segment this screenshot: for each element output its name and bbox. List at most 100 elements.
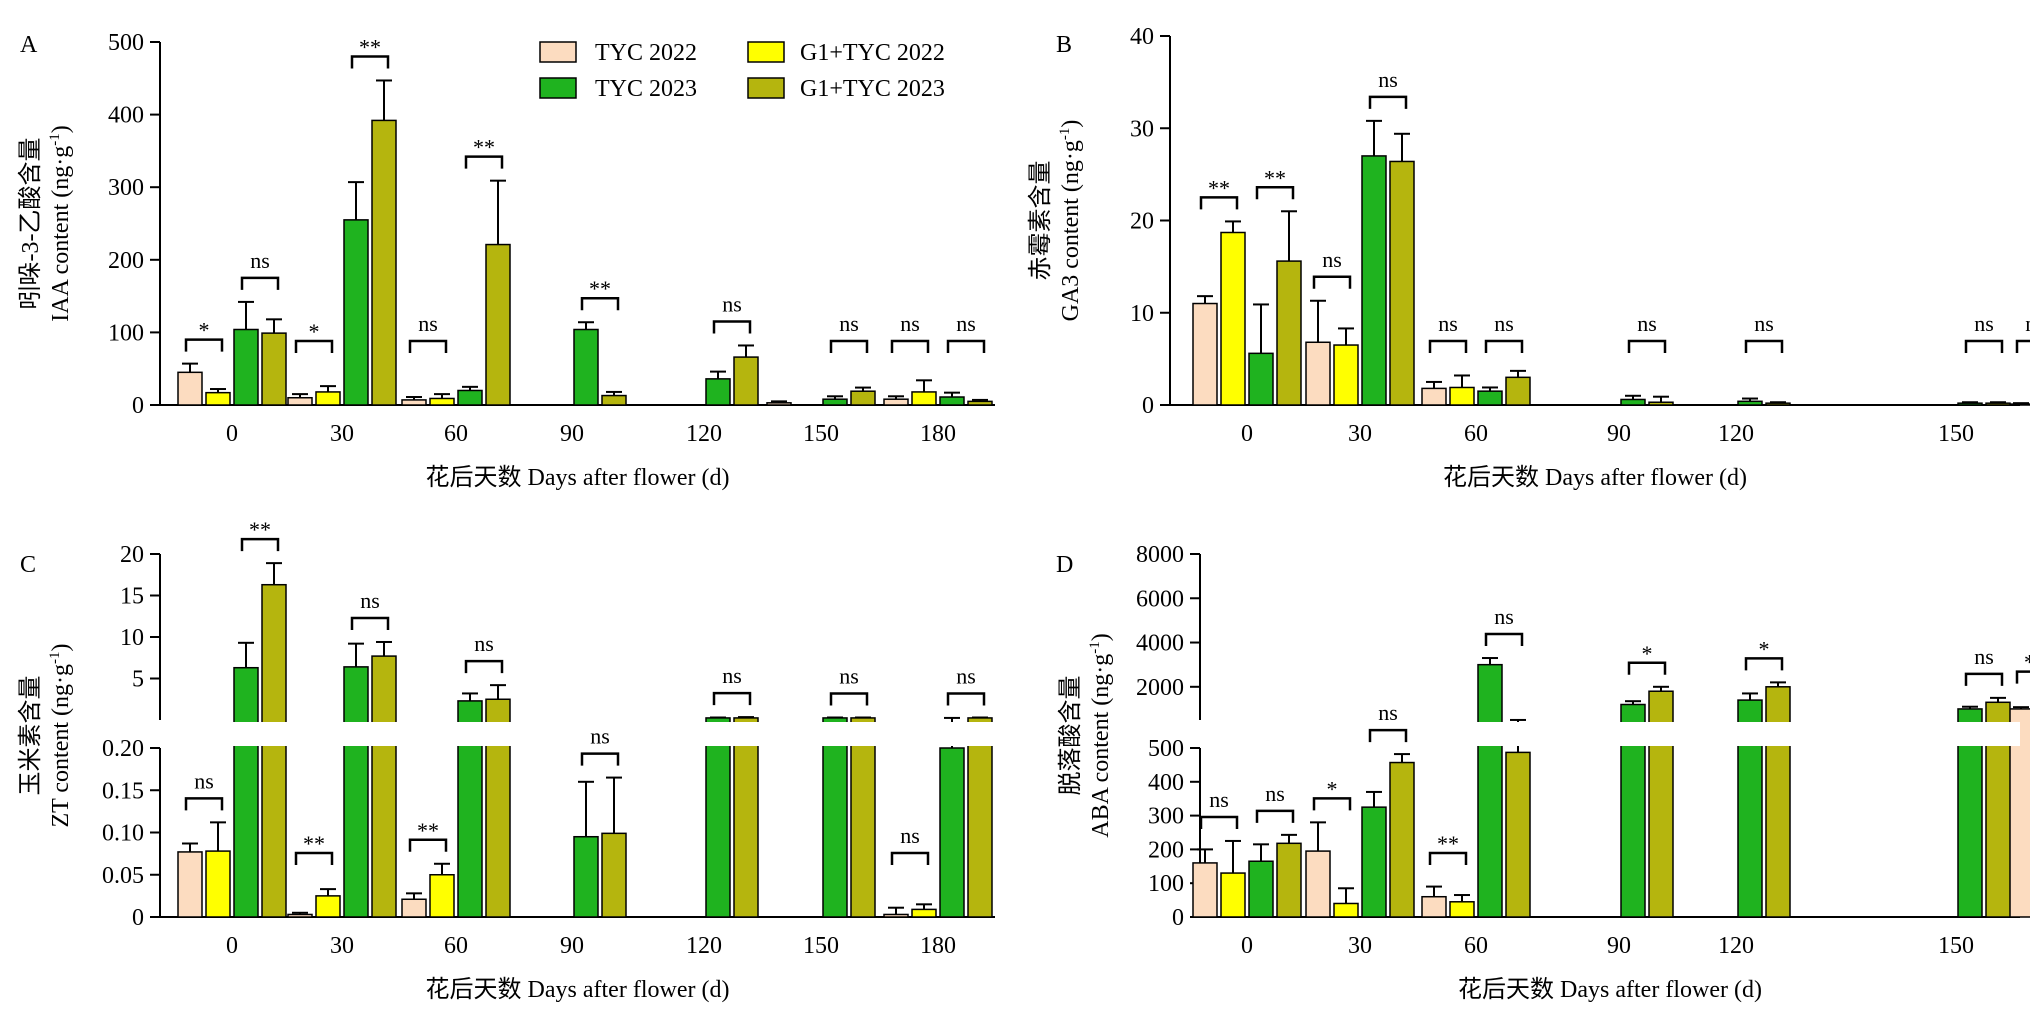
y-tick-label: 8000 (1136, 542, 1184, 568)
y-tick-label: 0 (1172, 905, 1184, 931)
x-tick-label: 120 (1718, 421, 1754, 447)
y-tick-label: 20 (1130, 209, 1154, 235)
significance-label: ns (2025, 311, 2030, 336)
bar (1648, 401, 1674, 406)
y-tick-label: 40 (1130, 24, 1154, 50)
bar (1220, 872, 1246, 918)
y-axis-title-cn: 脱落酸含量 (1057, 676, 1084, 796)
bar (287, 396, 313, 406)
bar (1361, 155, 1387, 406)
significance-label: ns (1494, 311, 1514, 336)
y-axis-title-en-main: ABA content (ng·g (1088, 654, 1114, 838)
legend-label: TYC 2023 (595, 76, 697, 102)
y-axis-title-en-main: IAA content (ng·g (48, 146, 74, 322)
y-axis-title-en-close: ) (1088, 633, 1114, 641)
bar (1449, 386, 1475, 406)
bar (343, 666, 369, 918)
x-tick-label: 120 (686, 933, 722, 959)
y-axis-title-en-sup: -1 (1087, 641, 1103, 654)
y-axis-title-en-close: ) (1058, 120, 1084, 128)
significance-label: * (1327, 776, 1338, 801)
x-tick-label: 30 (330, 421, 354, 447)
significance-label: ns (250, 248, 270, 273)
y-axis-title-en-close: ) (48, 125, 74, 133)
significance-bracket (184, 797, 224, 811)
significance-label: ns (474, 631, 494, 656)
x-tick-label: 30 (1348, 421, 1372, 447)
y-tick-label: 2000 (1136, 675, 1184, 701)
y-tick-label: 500 (108, 30, 144, 56)
significance-label: ns (956, 311, 976, 336)
x-tick-label: 150 (803, 421, 839, 447)
x-tick-label: 0 (226, 933, 238, 959)
significance-label: ** (417, 818, 439, 843)
bar (205, 391, 231, 406)
x-tick-label: 60 (444, 933, 468, 959)
significance-label: ns (418, 311, 438, 336)
y-tick-label: 4000 (1136, 631, 1184, 657)
y-tick-label: 10 (120, 625, 144, 651)
significance-bracket (294, 339, 334, 353)
significance-label: * (1642, 641, 1653, 666)
significance-bracket (1627, 661, 1667, 675)
x-tick-label: 30 (1348, 933, 1372, 959)
x-tick-label: 180 (920, 421, 956, 447)
significance-bracket (2015, 339, 2030, 353)
y-axis-title-en-sup: -1 (47, 651, 63, 664)
bar (233, 666, 259, 918)
significance-label: ns (839, 664, 859, 689)
significance-bracket (580, 296, 620, 311)
significance-bracket (1428, 851, 1468, 865)
bar (573, 835, 599, 918)
bar (705, 717, 731, 918)
legend-swatch (539, 41, 577, 63)
bar (1737, 400, 1763, 406)
significance-bracket (408, 339, 448, 353)
x-tick-label: 90 (560, 421, 584, 447)
significance-label: ** (2024, 650, 2030, 675)
y-axis-title-en: ABA content (ng·g-1) (1087, 633, 1114, 837)
bar (261, 332, 287, 406)
x-axis-title: 花后天数 Days after flower (d) (1443, 464, 1747, 491)
panel-letter: D (1056, 552, 1073, 578)
bar (371, 119, 397, 406)
significance-label: ns (722, 291, 742, 316)
significance-bracket (350, 616, 390, 630)
significance-label: ns (1754, 311, 1774, 336)
significance-bracket (1312, 275, 1352, 289)
bar (485, 243, 511, 406)
bar (1305, 850, 1331, 918)
bar (1333, 902, 1359, 918)
x-tick-label: 60 (1464, 933, 1488, 959)
bar (1389, 761, 1415, 918)
bar (1620, 398, 1646, 406)
bar (850, 717, 876, 918)
significance-label: ** (249, 517, 271, 542)
bar (766, 402, 792, 406)
y-tick-label: 300 (108, 175, 144, 201)
significance-label: ns (1378, 67, 1398, 92)
significance-bracket (712, 320, 752, 334)
y-tick-label: 400 (108, 103, 144, 129)
y-tick-label: 15 (120, 584, 144, 610)
bar (1192, 862, 1218, 918)
bar (429, 397, 455, 406)
significance-bracket (1255, 186, 1295, 200)
bar (287, 913, 313, 918)
y-tick-label: 0.20 (102, 736, 144, 762)
significance-label: ** (1208, 175, 1230, 200)
legend-label: G1+TYC 2023 (800, 76, 945, 102)
bar (177, 371, 203, 406)
x-tick-label: 90 (560, 933, 584, 959)
significance-label: ns (1494, 604, 1514, 629)
significance-label: * (309, 319, 320, 344)
y-tick-label: 30 (1130, 116, 1154, 142)
panel-B: B 赤霉素含量 GA3 content (ng·g-1) 花后天数 Days afte… (1027, 24, 2030, 491)
significance-bracket (829, 692, 869, 706)
significance-bracket (1199, 196, 1239, 210)
bar (1477, 663, 1503, 918)
panel-letter: B (1056, 32, 1072, 58)
bar (1248, 352, 1274, 406)
significance-bracket (1199, 815, 1239, 829)
